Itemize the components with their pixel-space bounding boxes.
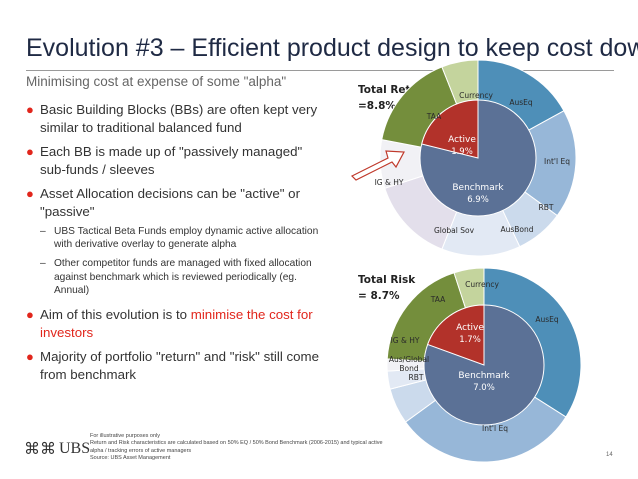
bullet-dot-icon: ● [26,102,34,117]
bullet-text: Basic Building Blocks (BBs) are often ke… [40,102,318,135]
outer-label-currency: Currency [465,280,499,289]
ubs-logo-text: UBS [59,439,91,457]
inner-label-active: Active [456,323,484,333]
bullet-dot-icon: ● [26,307,34,323]
bullet-list: ● Basic Building Blocks (BBs) are often … [26,101,326,383]
outer-label-int-l-eq: Int'l Eq [482,424,508,433]
inner-value-benchmark: 7.0% [473,383,495,393]
bullet-dot-icon: ● [26,349,34,365]
sub-bullet-item: – Other competitor funds are managed wit… [40,257,326,297]
inner-slice-active [421,99,479,159]
outer-label-rbt: RBT [409,373,424,382]
dash-icon: – [40,258,46,270]
inner-label-benchmark: Benchmark [452,183,504,193]
bullet-dot-icon: ● [26,186,34,201]
outer-label-aus-global-bond: Bond [399,364,418,373]
title-divider [26,70,614,71]
outer-label-ig-hy: IG & HY [391,336,420,345]
outer-label-auseq: AusEq [509,98,533,107]
risk-chart-title-line: Total Risk [358,274,416,286]
pointer-arrow-icon [350,150,405,181]
inner-value-benchmark: 6.9% [467,195,489,205]
page-number: 14 [606,452,613,458]
inner-value-active: 1.9% [451,147,473,157]
outer-label-global-sov: Global Sov [434,226,475,235]
sub-bullet-text: Other competitor funds are managed with … [54,258,312,296]
slide-title: Evolution #3 – Efficient product design … [26,34,638,62]
outer-label-aus-global-bond: Aus/Global [389,355,429,364]
ubs-logo: ⌘⌘ UBS [24,439,90,458]
outer-label-ig-hy: IG & HY [375,178,404,187]
bullet-item: ● Aim of this evolution is to minimise t… [26,306,326,341]
bullet-item: ● Basic Building Blocks (BBs) are often … [26,101,326,136]
outer-label-rbt: RBT [539,203,554,212]
bullet-item: ● Asset Allocation decisions can be "act… [26,185,326,220]
donut-chart-1: AusEq Int'l Eq RBT AusBond Global Sov IG & HY… [375,59,577,257]
bullet-text: Asset Allocation decisions can be "activ… [40,186,301,219]
inner-slice-active [426,304,485,366]
bullet-dot-icon: ● [26,144,34,159]
outer-label-auseq: AusEq [535,315,559,324]
ubs-keys-icon: ⌘⌘ [24,439,56,458]
bullet-item: ● Majority of portfolio "return" and "ri… [26,348,326,383]
sub-bullet-item: – UBS Tactical Beta Funds employ dynamic… [40,225,326,251]
risk-chart-title-line: = 8.7% [358,290,400,302]
risk-chart-title: Total Risk = 8.7% [358,272,415,304]
footnote-line: Return and Risk characteristics are calc… [90,440,383,454]
dash-icon: – [40,226,46,237]
bullet-text: Each BB is made up of "passively managed… [40,144,303,177]
footnote-line: For illustrative purposes only [90,433,161,439]
outer-label-taa: TAA [426,112,442,121]
outer-label-currency: Currency [459,91,493,100]
slide-subtitle: Minimising cost at expense of some "alph… [26,74,287,89]
sub-bullet-text: UBS Tactical Beta Funds employ dynamic a… [54,226,319,251]
bullet-text: Majority of portfolio "return" and "risk… [40,349,320,382]
bullet-highlight: minimise the cost for investors [40,307,313,340]
inner-label-active: Active [448,135,476,145]
outer-label-int-l-eq: Int'l Eq [544,157,570,166]
inner-value-active: 1.7% [459,335,481,345]
bullet-item: ● Each BB is made up of "passively manag… [26,143,326,178]
footnote: For illustrative purposes only Return an… [90,433,390,463]
footnote-line: Source: UBS Asset Management [90,455,171,462]
inner-label-benchmark: Benchmark [458,371,510,381]
outer-label-taa: TAA [430,295,446,304]
bullet-text: Aim of this evolution is to [40,307,191,323]
outer-label-ausbond: AusBond [500,225,533,234]
